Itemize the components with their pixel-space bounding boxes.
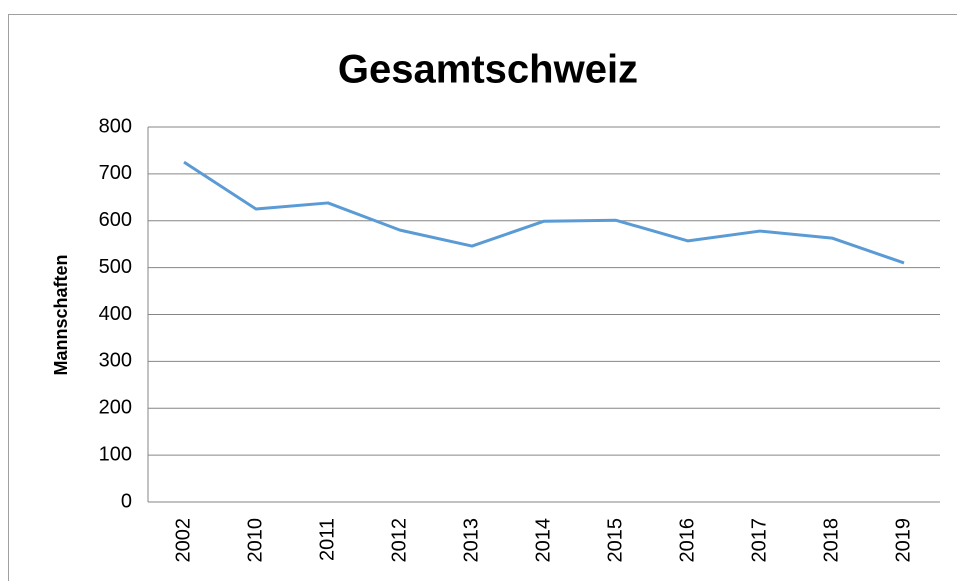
x-tick-label: 2010 (244, 518, 266, 563)
x-tick-label: 2016 (676, 518, 698, 563)
series-line (183, 160, 905, 265)
x-tick-label: 2002 (172, 518, 194, 563)
y-tick-label: 800 (99, 115, 132, 137)
x-tick-label: 2017 (748, 518, 770, 563)
y-tick-label: 400 (99, 303, 132, 325)
y-tick-label: 200 (99, 397, 132, 419)
y-tick-label: 500 (99, 256, 132, 278)
x-tick-label: 2014 (532, 518, 554, 563)
x-tick-label: 2018 (820, 518, 842, 563)
y-tick-label: 300 (99, 350, 132, 372)
y-axis-label: Mannschaften (51, 254, 71, 375)
y-tick-label: 700 (99, 162, 132, 184)
y-tick-label: 100 (99, 443, 132, 465)
y-tick-label: 0 (121, 490, 132, 512)
x-tick-label: 2015 (604, 518, 626, 563)
x-tick-label: 2012 (388, 518, 410, 563)
x-tick-label: 2013 (460, 518, 482, 563)
x-tick-label: 2011 (316, 518, 338, 561)
x-tick-label: 2019 (892, 518, 914, 563)
y-tick-label: 600 (99, 209, 132, 231)
chart-border (8, 14, 957, 581)
chart-title: Gesamtschweiz (338, 48, 638, 92)
